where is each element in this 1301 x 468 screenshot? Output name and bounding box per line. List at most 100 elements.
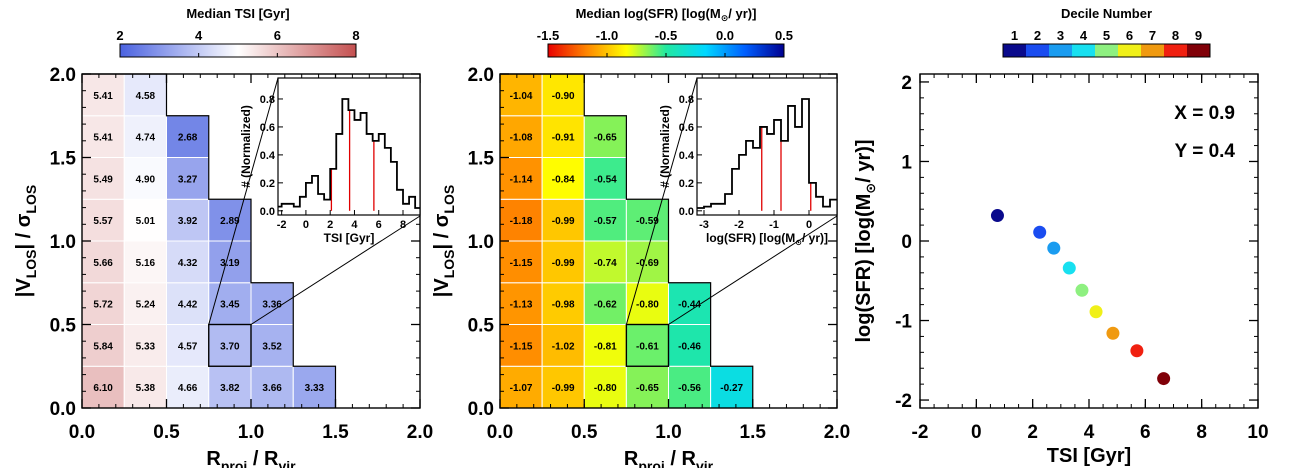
tsi-cell-value: 2.89	[220, 216, 240, 227]
sfr-cell-value: -0.90	[552, 91, 575, 102]
sfr-cell-value: -0.99	[552, 383, 575, 394]
tsi-cell	[123, 198, 167, 242]
sfr-colorbar-tick-label: -0.5	[655, 28, 677, 43]
scatter-y-tick-label: -2	[895, 391, 912, 412]
scatter-x-tick-label: 0	[971, 422, 982, 443]
sfr-cell-value: -0.99	[552, 216, 575, 227]
sfr-y-tick-label: 2.0	[468, 65, 494, 86]
sfr-cell	[583, 365, 627, 409]
sfr-cell	[541, 198, 585, 242]
scatter-point-decile-1	[990, 209, 1004, 223]
tsi-cell	[208, 198, 252, 242]
scatter-point-decile-9	[1157, 372, 1171, 386]
sfr-inset-y-tick-label: 0.0	[679, 206, 694, 218]
scatter-annotation-y: Y = 0.4	[1175, 141, 1236, 162]
decile-colorbar-label: 3	[1057, 28, 1064, 43]
decile-colorbar-label: 1	[1011, 28, 1018, 43]
sfr-colorbar-tick-label: 0.5	[775, 28, 793, 43]
tsi-cell	[208, 365, 252, 409]
scatter-x-tick-label: 10	[1247, 422, 1268, 443]
sfr-cell	[583, 282, 627, 325]
tsi-x-tick-label: 1.0	[238, 422, 264, 443]
sfr-cell-value: -1.13	[510, 300, 533, 311]
scatter-axes-frame	[919, 73, 1259, 409]
sfr-x-tick-label: 2.0	[824, 422, 850, 443]
sfr-inset-frame	[696, 77, 838, 216]
tsi-x-tick-label: 0.5	[153, 422, 180, 443]
tsi-colorbar-tick-label: 2	[116, 28, 123, 43]
tsi-x-tick-label: 2.0	[407, 422, 433, 443]
decile-colorbar-label: 8	[1172, 28, 1179, 43]
sfr-cell	[541, 324, 585, 367]
tsi-inset-y-tick-label: 0.6	[260, 122, 275, 134]
tsi-cell	[166, 240, 210, 284]
sfr-inset-y-tick-label: 0.6	[679, 122, 694, 134]
tsi-highlight-cell	[208, 323, 252, 367]
decile-colorbar-label: 9	[1195, 28, 1202, 43]
decile-colorbar-segment	[1003, 44, 1026, 57]
decile-colorbar-label: 5	[1103, 28, 1110, 43]
tsi-cell	[123, 240, 167, 284]
sfr-inset-x-tick-label: -2	[734, 219, 744, 231]
tsi-heatmap-panel: Median TSI [Gyr] 2 4 6 8 6.10 5.84 5.72 5.66 5.57…	[13, 6, 433, 468]
tsi-inset-y-axis-label-group: # (Normalized)	[239, 105, 253, 188]
scatter-x-tick-label: 8	[1196, 422, 1207, 443]
sfr-cell-value: -0.27	[720, 383, 743, 394]
sfr-x-tick-label: 0.5	[571, 422, 598, 443]
scatter-point-decile-5	[1075, 283, 1089, 297]
sfr-y-tick-label: 0.5	[468, 316, 495, 337]
sfr-highlight-cell	[625, 323, 670, 367]
tsi-cell-value: 5.01	[136, 216, 156, 227]
scatter-point-decile-4	[1062, 261, 1076, 275]
tsi-inset-x-tick-label: 8	[400, 219, 406, 231]
sfr-inset-connector	[668, 215, 838, 325]
tsi-cell-value: 3.45	[220, 300, 240, 311]
tsi-inset-x-axis-label: TSI [Gyr]	[324, 231, 375, 245]
scatter-x-tick-label: 2	[1027, 422, 1038, 443]
tsi-colorbar-tick-label: 6	[274, 28, 281, 43]
sfr-cell	[583, 198, 627, 242]
tsi-cell-value: 6.10	[93, 383, 113, 394]
tsi-y-axis-label: |VLOS| / σLOS	[13, 185, 39, 297]
scatter-y-axis-label-group: log(SFR) [log(M⊙/ yr)]	[853, 139, 878, 342]
sfr-colorbar-tick-label: -1.5	[537, 28, 559, 43]
sfr-x-axis-label: Rproj / Rvir	[624, 448, 714, 468]
sfr-inset-x-tick-label: 0	[806, 219, 812, 231]
sfr-cell	[583, 240, 627, 284]
tsi-cell-value: 3.27	[178, 174, 198, 185]
decile-colorbar-label: 4	[1080, 28, 1088, 43]
sfr-cell	[499, 282, 543, 325]
tsi-cell-value: 3.33	[305, 383, 325, 394]
scatter-point-decile-8	[1130, 344, 1144, 358]
sfr-cell	[541, 73, 585, 117]
scatter-point-decile-3	[1047, 241, 1061, 255]
tsi-y-tick-label: 2.0	[50, 65, 76, 86]
tsi-cell-value: 5.16	[136, 258, 156, 269]
tsi-cell-value: 4.57	[178, 341, 198, 352]
sfr-cell	[668, 282, 712, 325]
tsi-y-tick-label: 0.0	[50, 399, 76, 420]
sfr-cell-value: -0.74	[594, 258, 617, 269]
tsi-inset-x-tick-label: 4	[351, 219, 358, 231]
tsi-cell-value: 3.19	[220, 258, 240, 269]
sfr-inset-histogram	[697, 98, 837, 209]
tsi-x-tick-label: 1.5	[322, 422, 349, 443]
tsi-cell-value: 4.90	[136, 174, 156, 185]
tsi-cell	[166, 324, 210, 367]
tsi-inset-connector	[250, 215, 421, 325]
sfr-inset-x-tick-label: -1	[769, 219, 779, 231]
sfr-x-tick-label: 0.0	[487, 422, 513, 443]
sfr-colorbar-tick-label: 0.0	[716, 28, 734, 43]
sfr-cell-value: -0.91	[552, 133, 575, 144]
sfr-cell-value: -0.46	[678, 341, 701, 352]
tsi-cell	[166, 157, 210, 200]
tsi-cell-value: 3.70	[220, 341, 240, 352]
tsi-cell-value: 3.82	[220, 383, 240, 394]
scatter-x-tick-label: 4	[1084, 422, 1095, 443]
scatter-y-tick-label: 1	[901, 152, 912, 173]
sfr-x-tick-label: 1.5	[740, 422, 767, 443]
tsi-inset-x-tick-label: 0	[303, 219, 309, 231]
tsi-y-tick-label: 0.5	[50, 316, 77, 337]
tsi-cell-value: 3.92	[178, 216, 198, 227]
sfr-inset-x-axis-label: log(SFR) [log(M⊙/ yr)]	[706, 231, 828, 247]
